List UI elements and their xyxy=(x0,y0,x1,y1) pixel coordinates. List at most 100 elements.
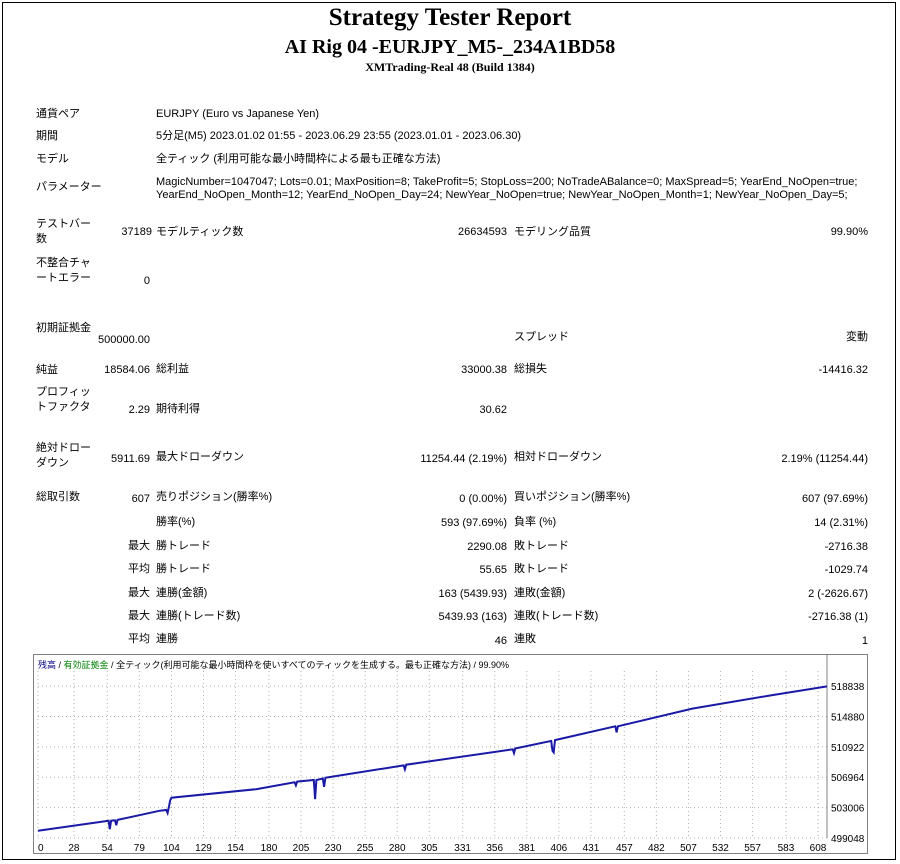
profit-factor-label: プロフィットファクタ xyxy=(36,386,91,413)
x-tick-label: 154 xyxy=(227,843,244,854)
y-tick-label: 499048 xyxy=(831,834,865,845)
deposit-label: 初期証拠金 xyxy=(36,322,91,334)
largest-loss-value: -2716.38 xyxy=(824,541,868,553)
report-title: Strategy Tester Report xyxy=(328,4,572,31)
y-tick-label: 503006 xyxy=(831,804,865,815)
net-profit-value: 18584.06 xyxy=(104,364,150,376)
quality-value: 99.90% xyxy=(830,226,868,238)
gross-loss-value: -14416.32 xyxy=(818,364,868,376)
avg-cons-wins-value: 46 xyxy=(494,635,507,647)
x-tick-label: 230 xyxy=(325,843,342,854)
deposit-value: 500000.00 xyxy=(98,334,150,346)
long-positions-value: 607 (97.69%) xyxy=(801,493,868,505)
spread-value: 変動 xyxy=(846,331,868,343)
long-positions-label: 買いポジション(勝率%) xyxy=(514,491,631,503)
x-tick-label: 331 xyxy=(454,843,471,854)
largest-win-label: 勝トレード xyxy=(156,540,211,552)
max-prefix: 最大 xyxy=(128,540,150,552)
avg-win-label: 勝トレード xyxy=(156,563,211,575)
max-cons-profit-value: 5439.93 (163) xyxy=(438,611,508,623)
legend-separator: / xyxy=(108,660,117,670)
x-tick-label: 28 xyxy=(68,843,80,854)
win-rate-value: 593 (97.69%) xyxy=(440,517,507,529)
period-value: 5分足(M5) 2023.01.02 01:55 - 2023.06.29 23… xyxy=(156,130,522,142)
max-prefix: 最大 xyxy=(128,610,150,622)
gross-loss-label: 総損失 xyxy=(514,363,547,375)
max-cons-losses-label: 連敗(金額) xyxy=(514,587,566,599)
avg-cons-losses-value: 1 xyxy=(861,635,868,647)
x-tick-label: 129 xyxy=(195,843,212,854)
server-info: XMTrading-Real 48 (Build 1384) xyxy=(365,60,535,74)
balance-line xyxy=(37,685,828,832)
expected-payoff-value: 30.62 xyxy=(479,404,507,416)
abs-drawdown-value: 5911.69 xyxy=(111,453,150,465)
win-rate-label: 勝率(%) xyxy=(156,516,196,528)
max-drawdown-label: 最大ドローダウン xyxy=(156,451,244,463)
x-tick-label: 406 xyxy=(551,843,568,854)
avg-prefix: 平均 xyxy=(128,633,150,645)
avg-loss-value: -1029.74 xyxy=(824,564,868,576)
y-tick-label: 510922 xyxy=(831,743,865,754)
x-tick-label: 457 xyxy=(616,843,633,854)
loss-rate-label: 負率 (%) xyxy=(514,516,557,528)
legend-model: 全ティック(利用可能な最小時間枠を使いすべてのティックを生成する。最も正確な方法… xyxy=(116,660,471,670)
legend-separator: / xyxy=(56,660,64,670)
report-subtitle: AI Rig 04 -EURJPY_M5-_234A1BD58 xyxy=(284,36,616,58)
x-tick-label: 205 xyxy=(293,843,310,854)
ticks-label: モデルティック数 xyxy=(156,226,244,238)
gross-profit-label: 総利益 xyxy=(156,363,189,375)
expected-payoff-label: 期待利得 xyxy=(156,403,200,415)
chart-legend: 残高 / 有効証拠金 / 全ティック(利用可能な最小時間枠を使いすべてのティック… xyxy=(38,658,509,671)
bars-label: テストバー数 xyxy=(36,218,91,245)
period-label: 期間 xyxy=(36,130,58,142)
max-cons-wins-label: 連勝(金額) xyxy=(156,587,208,599)
x-tick-label: 557 xyxy=(744,843,761,854)
symbol-value: EURJPY (Euro vs Japanese Yen) xyxy=(156,108,320,120)
quality-label: モデリング品質 xyxy=(514,226,591,238)
rel-drawdown-value: 2.19% (11254.44) xyxy=(781,453,868,465)
mismatch-label: 不整合チャートエラー xyxy=(36,257,91,284)
avg-cons-losses-label: 連敗 xyxy=(514,633,536,645)
y-tick-label: 514880 xyxy=(831,712,865,723)
x-tick-label: 532 xyxy=(712,843,729,854)
avg-win-value: 55.65 xyxy=(479,564,507,576)
largest-loss-label: 敗トレード xyxy=(514,540,569,552)
profit-factor-value: 2.29 xyxy=(128,404,150,416)
net-profit-label: 純益 xyxy=(36,364,58,376)
max-drawdown-value: 11254.44 (2.19%) xyxy=(420,453,507,465)
x-tick-label: 280 xyxy=(389,843,406,854)
x-tick-label: 255 xyxy=(357,843,374,854)
largest-win-value: 2290.08 xyxy=(467,541,507,553)
x-tick-label: 356 xyxy=(486,843,503,854)
total-trades-label: 総取引数 xyxy=(36,491,80,503)
balance-chart: 0 28 54 79 104 129 154 180 205 230 255 280 305 331 356… xyxy=(33,654,868,854)
balance-chart-svg: 0 28 54 79 104 129 154 180 205 230 255 280 305 331 356… xyxy=(37,655,865,854)
model-label: モデル xyxy=(36,153,69,165)
gross-profit-value: 33000.38 xyxy=(461,364,507,376)
params-label: パラメーター xyxy=(36,181,102,193)
model-value: 全ティック (利用可能な最小時間枠による最も正確な方法) xyxy=(156,153,441,165)
ticks-value: 26634593 xyxy=(458,226,507,238)
total-trades-value: 607 xyxy=(131,493,150,505)
max-cons-profit-label: 連勝(トレード数) xyxy=(156,610,241,622)
y-tick-label: 506964 xyxy=(831,773,865,784)
x-tick-label: 0 xyxy=(38,843,44,854)
x-tick-label: 431 xyxy=(583,843,600,854)
x-tick-label: 507 xyxy=(680,843,697,854)
x-tick-label: 79 xyxy=(134,843,146,854)
avg-prefix: 平均 xyxy=(128,563,150,575)
x-tick-label: 180 xyxy=(261,843,278,854)
loss-rate-value: 14 (2.31%) xyxy=(814,517,868,529)
max-cons-loss-label: 連敗(トレード数) xyxy=(514,610,599,622)
spread-label: スプレッド xyxy=(514,331,569,343)
x-tick-label: 608 xyxy=(810,843,827,854)
abs-drawdown-label: 絶対ドローダウン xyxy=(36,442,91,469)
legend-balance: 残高 xyxy=(38,660,57,670)
bars-value: 37189 xyxy=(121,226,152,238)
mismatch-value: 0 xyxy=(143,275,150,287)
x-tick-label: 583 xyxy=(778,843,795,854)
x-tick-label: 54 xyxy=(102,843,114,854)
avg-cons-wins-label: 連勝 xyxy=(156,633,178,645)
x-tick-label: 305 xyxy=(421,843,438,854)
